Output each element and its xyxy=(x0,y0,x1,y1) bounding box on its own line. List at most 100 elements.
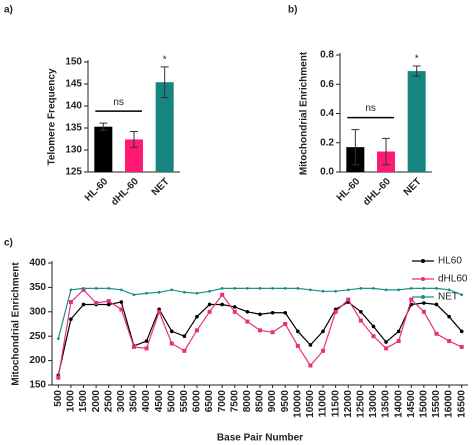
x-tick-label: 16500 xyxy=(456,390,467,418)
marker xyxy=(321,289,325,293)
marker xyxy=(460,293,464,297)
y-tick-label: 150 xyxy=(65,57,82,68)
marker xyxy=(56,375,61,380)
x-tick-label: 9500 xyxy=(280,390,291,413)
x-tick-label: 10500 xyxy=(305,390,316,418)
x-tick-label: dHL-60 xyxy=(361,176,393,208)
marker xyxy=(145,291,148,295)
y-tick-label: 145 xyxy=(65,79,82,90)
marker xyxy=(81,302,86,307)
marker xyxy=(396,339,401,344)
marker xyxy=(384,288,388,292)
marker xyxy=(81,287,86,292)
x-tick-label: 11500 xyxy=(330,390,341,418)
y-tick-label: 0.6 xyxy=(320,79,334,90)
marker xyxy=(308,343,313,347)
marker xyxy=(270,330,275,335)
bar xyxy=(125,139,143,172)
marker xyxy=(119,307,124,312)
legend-label: dHL60 xyxy=(438,274,468,285)
x-tick-label: 8000 xyxy=(242,390,253,413)
marker xyxy=(346,297,351,302)
x-tick-label: 1000 xyxy=(66,390,77,413)
y-tick-label: 0.0 xyxy=(320,167,334,178)
legend-marker xyxy=(421,295,425,299)
marker xyxy=(182,334,187,339)
marker xyxy=(321,348,326,353)
x-tick-label: 7500 xyxy=(229,390,240,413)
marker xyxy=(107,286,111,290)
x-tick-label: 3000 xyxy=(116,390,127,413)
error-bar xyxy=(160,66,169,99)
marker xyxy=(334,289,338,293)
error-bar xyxy=(99,122,108,131)
marker xyxy=(447,288,451,292)
annotation: ns xyxy=(365,103,376,114)
marker xyxy=(157,309,162,314)
marker xyxy=(220,292,225,297)
y-tick-label: 250 xyxy=(29,331,46,342)
marker xyxy=(372,286,375,290)
marker xyxy=(144,346,149,351)
x-tick-label: 1500 xyxy=(78,390,89,413)
marker xyxy=(232,309,237,314)
x-tick-label: 12000 xyxy=(343,390,354,418)
marker xyxy=(207,302,212,307)
marker xyxy=(144,339,149,343)
panel-label: c) xyxy=(4,238,13,249)
x-tick-label: 6500 xyxy=(204,390,215,413)
y-tick-label: 350 xyxy=(29,282,46,293)
marker xyxy=(421,309,426,314)
x-tick-label: 7000 xyxy=(217,390,228,413)
marker xyxy=(295,343,300,348)
marker xyxy=(220,286,224,290)
marker xyxy=(195,291,199,295)
x-tick-label: 9000 xyxy=(267,390,278,413)
marker xyxy=(459,329,464,334)
legend-marker xyxy=(421,259,425,263)
legend-marker xyxy=(421,277,425,281)
marker xyxy=(358,318,363,323)
panel-label: a) xyxy=(4,5,13,16)
x-tick-label: 4500 xyxy=(154,390,165,413)
marker xyxy=(359,310,363,314)
x-tick-label: 5500 xyxy=(179,390,190,413)
marker xyxy=(94,286,98,290)
marker xyxy=(170,288,174,292)
marker xyxy=(182,348,187,353)
marker xyxy=(132,293,136,297)
marker xyxy=(384,346,389,351)
marker xyxy=(346,288,350,292)
y-tick-label: 130 xyxy=(65,145,82,156)
marker xyxy=(182,290,186,294)
marker xyxy=(308,363,313,368)
marker xyxy=(258,312,262,317)
x-tick-label: 15000 xyxy=(419,390,430,418)
x-tick-label: 4000 xyxy=(141,390,152,413)
marker xyxy=(397,288,401,292)
marker xyxy=(333,309,338,314)
annotation: ns xyxy=(113,97,124,108)
x-tick-label: 14500 xyxy=(406,390,417,418)
marker xyxy=(359,286,363,290)
x-tick-label: 2500 xyxy=(103,390,114,413)
y-tick-label: 0.8 xyxy=(320,50,334,61)
x-tick-label: HL-60 xyxy=(83,176,111,204)
marker xyxy=(157,290,161,294)
x-tick-label: HL-60 xyxy=(335,176,363,204)
x-tick-label: 15500 xyxy=(431,390,442,418)
marker xyxy=(371,324,376,329)
x-tick-label: 6000 xyxy=(192,390,203,413)
x-tick-label: NET xyxy=(150,176,172,198)
marker xyxy=(371,334,376,339)
error-bar xyxy=(130,131,138,148)
marker xyxy=(434,302,439,307)
marker xyxy=(258,286,262,290)
error-bar xyxy=(382,137,390,166)
marker xyxy=(169,341,174,346)
marker xyxy=(409,286,413,290)
legend-label: NET xyxy=(438,292,458,303)
annotation: * xyxy=(163,54,167,65)
marker xyxy=(233,286,237,290)
y-tick-label: 135 xyxy=(65,123,82,134)
